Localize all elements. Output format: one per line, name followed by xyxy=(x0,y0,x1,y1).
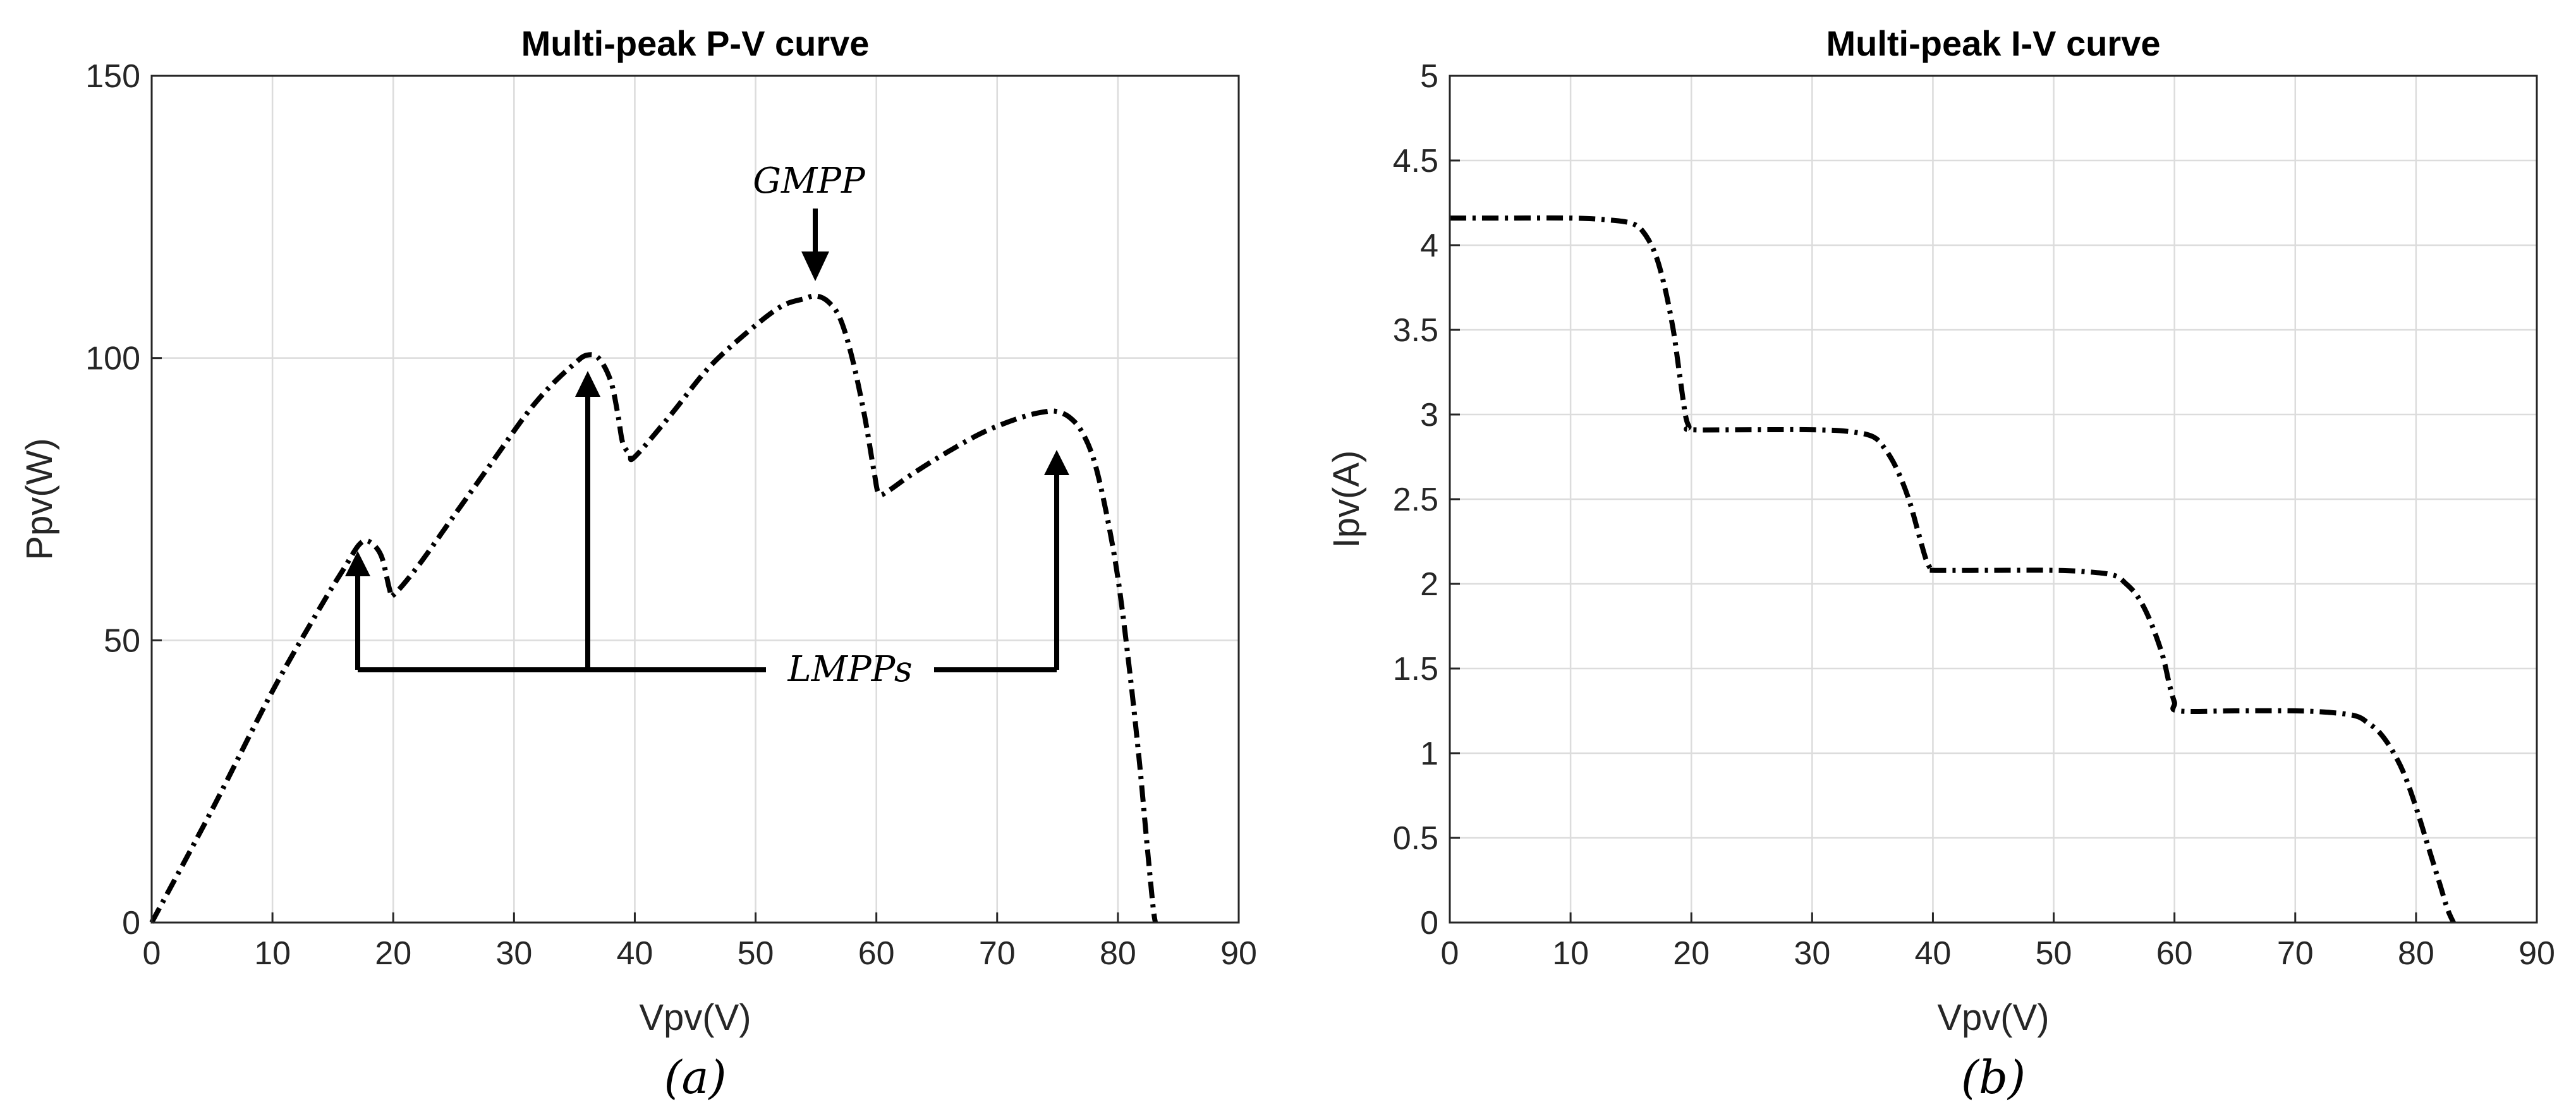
pv-x-tick-label: 20 xyxy=(375,935,411,972)
iv-x-tick-label: 90 xyxy=(2518,935,2555,972)
iv-caption: (b) xyxy=(1961,1051,2026,1104)
iv-x-tick-label: 70 xyxy=(2277,935,2314,972)
iv-y-axis-label: Ipv(A) xyxy=(1326,451,1367,548)
pv-x-tick-label: 40 xyxy=(617,935,653,972)
pv-y-tick-label: 0 xyxy=(122,905,140,941)
iv-axes-frame xyxy=(1449,75,2538,924)
iv-y-tick-label: 1.5 xyxy=(1393,651,1438,687)
iv-x-axis-label: Vpv(V) xyxy=(1937,997,2049,1038)
pv-x-tick-label: 90 xyxy=(1220,935,1257,972)
iv-x-tick-labels: 0 10 20 30 40 50 60 70 80 90 xyxy=(1441,935,2555,972)
pv-x-tick-label: 60 xyxy=(858,935,895,972)
iv-y-tick-label: 0.5 xyxy=(1393,820,1438,857)
pv-y-tick-label: 150 xyxy=(85,58,140,95)
pv-x-axis-label: Vpv(V) xyxy=(639,997,751,1038)
gmpp-label: GMPP xyxy=(753,160,866,202)
iv-x-tick-label: 80 xyxy=(2398,935,2434,972)
iv-y-tick-label: 2.5 xyxy=(1393,481,1438,518)
iv-y-tick-label: 5 xyxy=(1420,58,1438,95)
iv-y-tick-label: 3.5 xyxy=(1393,312,1438,349)
iv-y-tick-label: 2 xyxy=(1420,566,1438,603)
chart-iv: 0 10 20 30 40 50 60 70 80 90 0 0.5 1 1.5 2 2.5 3 3.5 4 4.5… xyxy=(1326,23,2555,1104)
pv-x-tick-label: 50 xyxy=(738,935,774,972)
pv-title: Multi-peak P-V curve xyxy=(521,23,870,63)
iv-title: Multi-peak I-V curve xyxy=(1826,23,2160,63)
lmpp-arrow-1-head xyxy=(345,551,370,576)
pv-x-tick-label: 10 xyxy=(254,935,291,972)
iv-y-tick-label: 4 xyxy=(1420,227,1438,264)
pv-x-tick-label: 70 xyxy=(979,935,1016,972)
pv-x-tick-label: 80 xyxy=(1100,935,1136,972)
iv-x-tick-label: 20 xyxy=(1673,935,1710,972)
iv-y-tick-labels: 0 0.5 1 1.5 2 2.5 3 3.5 4 4.5 5 xyxy=(1393,58,1438,941)
pv-y-tick-label: 100 xyxy=(85,341,140,377)
lmpp-arrow-2-head xyxy=(575,371,600,397)
pv-caption: (a) xyxy=(664,1051,726,1104)
iv-x-tick-label: 30 xyxy=(1794,935,1830,972)
pv-series-line xyxy=(149,293,1158,924)
iv-x-tick-label: 50 xyxy=(2036,935,2072,972)
pv-plot-area xyxy=(149,293,1158,924)
pv-x-tick-label: 0 xyxy=(143,935,161,972)
pv-axes-frame xyxy=(150,75,1240,924)
iv-y-tick-label: 0 xyxy=(1420,905,1438,941)
iv-x-tick-label: 40 xyxy=(1915,935,1952,972)
iv-y-tick-label: 3 xyxy=(1420,397,1438,433)
iv-x-tick-label: 60 xyxy=(2156,935,2193,972)
pv-x-tick-labels: 0 10 20 30 40 50 60 70 80 90 xyxy=(143,935,1257,972)
iv-x-tick-label: 0 xyxy=(1441,935,1459,972)
pv-x-tick-label: 30 xyxy=(495,935,532,972)
iv-x-tick-label: 10 xyxy=(1552,935,1589,972)
pv-y-axis-label: Ppv(W) xyxy=(19,438,60,560)
lmpp-arrow-3-head xyxy=(1044,450,1069,475)
gmpp-arrow-head xyxy=(801,251,829,281)
lmpps-label: LMPPs xyxy=(787,649,912,690)
iv-y-tick-label: 1 xyxy=(1420,736,1438,772)
iv-y-tick-label: 4.5 xyxy=(1393,143,1438,179)
pv-y-tick-label: 50 xyxy=(104,622,140,659)
pv-y-tick-labels: 0 50 100 150 xyxy=(85,58,140,941)
